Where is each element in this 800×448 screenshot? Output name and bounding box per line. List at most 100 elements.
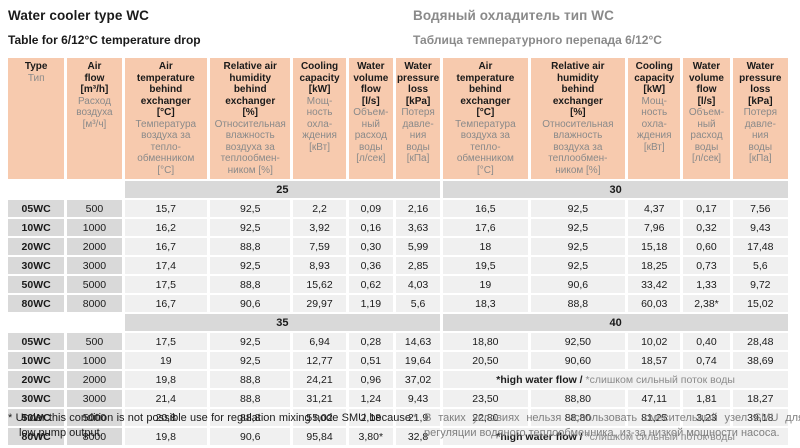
value-cell: 95,84	[293, 428, 346, 445]
col-header-humidity-2: Relative air humidity behind exchanger […	[530, 58, 626, 179]
value-cell: 0,30	[348, 238, 393, 255]
value-cell: 15,02	[732, 295, 788, 312]
value-cell: 2,2	[293, 200, 346, 217]
value-cell: 37,02	[395, 371, 441, 388]
high-water-flow-note-en: *high water flow /	[496, 373, 586, 386]
col-header-air-flow: Air flow [m³/h] Расход воздуха [м³/ч]	[67, 58, 122, 179]
table-row: 80WC 8000 16,7 90,6 29,97 1,19 5,6 18,3 88,8 60,0…	[8, 295, 788, 312]
band-left-label: 35	[124, 314, 441, 331]
value-cell: 0,09	[348, 200, 393, 217]
col-header-en: Relative air humidity behind exchanger […	[223, 61, 277, 118]
value-cell: 29,97	[293, 295, 346, 312]
value-cell: 19,64	[395, 352, 441, 369]
value-cell: 92,5	[210, 333, 291, 350]
type-cell: 10WC	[8, 219, 65, 236]
value-cell: 92,5	[210, 219, 291, 236]
col-header-humidity-1: Relative air humidity behind exchanger […	[210, 58, 291, 179]
type-cell: 20WC	[8, 371, 65, 388]
value-cell: 2,85	[395, 257, 441, 274]
col-header-en: Water volume flow [l/s]	[688, 61, 724, 107]
col-header-water-flow-2: Water volume flow [l/s] Объем- ный расход…	[683, 58, 730, 179]
col-header-air-temp-2: Air temperature behind exchanger [°C] Тем…	[443, 58, 528, 179]
value-cell: 14,63	[395, 333, 441, 350]
value-cell: 500	[67, 200, 122, 217]
value-cell: 92,5	[210, 200, 291, 217]
value-cell: 5000	[67, 276, 122, 293]
table-row: 50WC 5000 20,8 88,8 55,02 2,18 21,9 22,80 88,80 8…	[8, 409, 788, 426]
col-header-cooling-2: Cooling capacity [kW] Мощ- ность охла- жд…	[628, 58, 681, 179]
value-cell: 18,3	[443, 295, 528, 312]
value-cell: 17,5	[124, 333, 208, 350]
col-header-water-flow-1: Water volume flow [l/s] Объем- ный расход…	[348, 58, 393, 179]
value-cell: 2,38*	[683, 295, 730, 312]
value-cell: 88,80	[530, 390, 626, 407]
value-cell: 5,99	[395, 238, 441, 255]
value-cell: 18,25	[628, 257, 681, 274]
table-row: 10WC 1000 19 92,5 12,77 0,51 19,64 20,50 90,60 18…	[8, 352, 788, 369]
value-cell: 1,24	[348, 390, 393, 407]
value-cell: 3000	[67, 390, 122, 407]
col-header-ru: Относительная влажность воздуха за тепло…	[542, 118, 614, 176]
value-cell: 88,8	[210, 409, 291, 426]
value-cell: 4,03	[395, 276, 441, 293]
page-subtitle-en: Table for 6/12°C temperature drop	[8, 33, 201, 47]
value-cell: 31,21	[293, 390, 346, 407]
col-header-pressure-2: Water pressure loss [kPa] Потеря давле- н…	[732, 58, 788, 179]
col-header-type: Type Тип	[8, 58, 65, 179]
value-cell: 500	[67, 333, 122, 350]
value-cell: 2000	[67, 238, 122, 255]
value-cell: 16,5	[443, 200, 528, 217]
col-header-ru: Мощ- ность охла- ждения [кВт]	[636, 95, 672, 153]
value-cell: 7,59	[293, 238, 346, 255]
value-cell: 0,96	[348, 371, 393, 388]
band-blank-cell	[8, 181, 122, 198]
value-cell: 15,18	[628, 238, 681, 255]
table-row: 30WC 3000 17,4 92,5 8,93 0,36 2,85 19,5 92,5 18,2…	[8, 257, 788, 274]
value-cell: 92,5	[530, 257, 626, 274]
value-cell: 92,5	[530, 219, 626, 236]
value-cell: 17,4	[124, 257, 208, 274]
high-water-flow-note-ru: *слишком сильный поток воды	[585, 430, 735, 443]
value-cell: 5,6	[395, 295, 441, 312]
high-water-flow-note: *high water flow / *слишком сильный пото…	[443, 371, 788, 388]
value-cell: 3,23	[683, 409, 730, 426]
value-cell: 19,5	[443, 257, 528, 274]
value-cell: 0,28	[348, 333, 393, 350]
value-cell: 88,8	[210, 390, 291, 407]
value-cell: 12,77	[293, 352, 346, 369]
value-cell: 0,60	[683, 238, 730, 255]
value-cell: 90,6	[210, 295, 291, 312]
value-cell: 88,8	[210, 276, 291, 293]
value-cell: 16,2	[124, 219, 208, 236]
value-cell: 9,43	[395, 390, 441, 407]
value-cell: 19	[124, 352, 208, 369]
value-cell: 3,80*	[348, 428, 393, 445]
footnote-ru: * В таких условиях нельзя использовать с…	[413, 412, 800, 439]
col-header-ru: Тип	[27, 72, 45, 84]
value-cell: 5000	[67, 409, 122, 426]
value-cell: 15,7	[124, 200, 208, 217]
value-cell: 9,72	[732, 276, 788, 293]
table-row: 05WC 500 17,5 92,5 6,94 0,28 14,63 18,80 92,50 10…	[8, 333, 788, 350]
col-header-en: Air temperature behind exchanger [°C]	[136, 61, 195, 118]
value-cell: 92,5	[210, 352, 291, 369]
col-header-ru: Объем- ный расход воды [л/сек]	[353, 107, 389, 164]
titles-en: Water cooler type WC Table for 6/12°C te…	[8, 8, 201, 47]
table-row: 20WC 2000 16,7 88,8 7,59 0,30 5,99 18 92,5 15,18 0…	[8, 238, 788, 255]
value-cell: 2,18	[348, 409, 393, 426]
value-cell: 0,32	[683, 219, 730, 236]
value-cell: 19	[443, 276, 528, 293]
value-cell: 3000	[67, 257, 122, 274]
value-cell: 8,93	[293, 257, 346, 274]
value-cell: 60,03	[628, 295, 681, 312]
value-cell: 3,63	[395, 219, 441, 236]
high-water-flow-note-ru: *слишком сильный поток воды	[585, 373, 735, 386]
temperature-drop-table: Type Тип Air flow [m³/h] Расход воздуха [м³…	[5, 56, 791, 447]
value-cell: 21,9	[395, 409, 441, 426]
col-header-en: Water volume flow [l/s]	[353, 61, 389, 107]
value-cell: 92,5	[530, 200, 626, 217]
type-cell: 80WC	[8, 295, 65, 312]
value-cell: 88,8	[530, 295, 626, 312]
type-cell: 50WC	[8, 276, 65, 293]
value-cell: 18,80	[443, 333, 528, 350]
